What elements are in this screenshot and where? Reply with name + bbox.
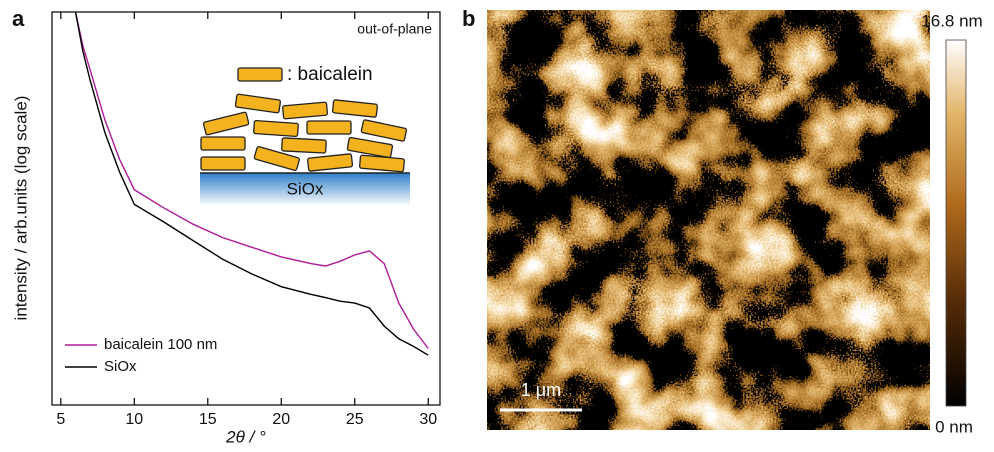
annotation: : baicalein — [287, 64, 373, 85]
annotation: SiOx — [287, 179, 324, 198]
x-tick-label: 25 — [346, 411, 364, 428]
inset: : baicalein SiOx — [200, 64, 410, 206]
series-line — [74, 12, 429, 349]
legend-label: SiOx — [104, 358, 137, 375]
colorbar — [945, 39, 967, 407]
series-line — [74, 12, 429, 356]
x-tick-label: 30 — [419, 411, 437, 428]
x-axis-label: 2θ / ° — [225, 427, 266, 446]
y-axis-label: intensity / arb.units (log scale) — [11, 96, 30, 321]
legend-label: baicalein 100 nm — [104, 336, 217, 353]
plot-frame — [51, 11, 441, 406]
colorbar-max-label: 16.8 nm — [921, 11, 982, 30]
x-tick-label: 15 — [199, 411, 217, 428]
annotation: out-of-plane — [357, 21, 432, 37]
panel-label: b — [462, 6, 475, 31]
afm-image — [487, 10, 930, 430]
colorbar-min-label: 0 nm — [935, 417, 973, 436]
x-tick-label: 10 — [125, 411, 143, 428]
x-tick-label: 20 — [272, 411, 290, 428]
scale-bar-label: 1 μm — [521, 380, 561, 400]
panel-label: a — [12, 6, 25, 31]
x-tick-label: 5 — [56, 411, 65, 428]
